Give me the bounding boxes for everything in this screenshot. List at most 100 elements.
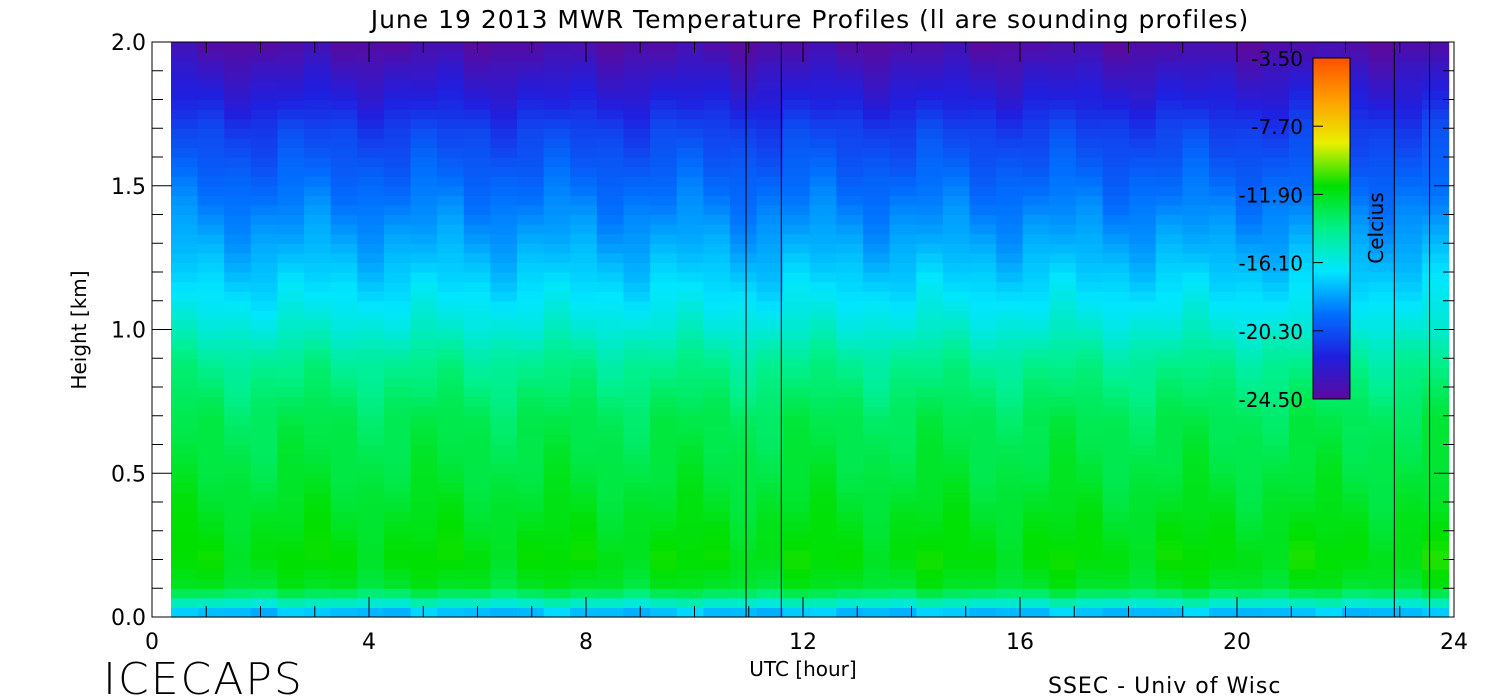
heatmap-cell — [1395, 185, 1423, 196]
heatmap-cell — [889, 89, 917, 101]
heatmap-cell — [729, 559, 758, 570]
heatmap-cell — [783, 42, 811, 53]
heatmap-cell — [1129, 61, 1157, 72]
heatmap-cell — [1262, 214, 1290, 225]
heatmap-cell — [1155, 319, 1184, 331]
heatmap-cell — [783, 597, 811, 609]
heatmap-cell — [676, 473, 704, 484]
heatmap-cell — [197, 473, 225, 484]
heatmap-cell — [437, 415, 465, 426]
heatmap-cell — [809, 176, 837, 187]
heatmap-cell — [1395, 502, 1423, 513]
heatmap-cell — [197, 521, 225, 532]
heatmap-cell — [756, 492, 784, 503]
heatmap-cell — [1102, 463, 1130, 474]
heatmap-cell — [410, 89, 438, 101]
heatmap-cell — [304, 415, 332, 426]
heatmap-cell — [1315, 473, 1343, 484]
heatmap-cell — [596, 597, 625, 609]
heatmap-cell — [1288, 559, 1317, 570]
heatmap-cell — [517, 176, 545, 187]
heatmap-cell — [756, 166, 784, 177]
heatmap-cell — [1342, 204, 1370, 216]
heatmap-cell — [357, 204, 385, 216]
heatmap-cell — [383, 166, 412, 177]
heatmap-cell — [383, 415, 412, 426]
heatmap-cell — [1155, 80, 1184, 91]
heatmap-cell — [1155, 444, 1184, 455]
heatmap-cell — [224, 358, 252, 369]
heatmap-cell — [1129, 224, 1157, 235]
heatmap-cell — [490, 339, 518, 350]
heatmap-cell — [836, 444, 864, 455]
heatmap-cell — [197, 185, 225, 196]
heatmap-cell — [1288, 607, 1317, 618]
heatmap-cell — [969, 272, 997, 283]
heatmap-cell — [1421, 348, 1450, 359]
heatmap-cell — [1395, 281, 1423, 292]
heatmap-cell — [304, 89, 332, 101]
heatmap-cell — [809, 281, 837, 292]
heatmap-cell — [197, 367, 225, 379]
heatmap-cell — [1022, 588, 1050, 599]
heatmap-cell — [490, 511, 518, 522]
heatmap-cell — [1155, 176, 1184, 187]
heatmap-cell — [357, 157, 385, 168]
heatmap-cell — [1288, 463, 1317, 474]
heatmap-cell — [650, 128, 678, 139]
heatmap-cell — [357, 166, 385, 177]
heatmap-cell — [197, 482, 225, 494]
heatmap-cell — [1209, 367, 1237, 379]
heatmap-cell — [277, 396, 305, 407]
heatmap-cell — [942, 118, 971, 129]
heatmap-cell — [224, 89, 252, 101]
heatmap-cell — [1368, 559, 1396, 570]
heatmap-cell — [916, 99, 944, 110]
heatmap-cell — [1342, 415, 1370, 426]
heatmap-cell — [650, 291, 678, 302]
heatmap-cell — [1155, 492, 1184, 503]
heatmap-cell — [570, 358, 598, 369]
heatmap-cell — [1368, 89, 1396, 101]
heatmap-cell — [863, 185, 891, 196]
heatmap-cell — [809, 425, 837, 436]
heatmap-cell — [969, 569, 997, 580]
heatmap-cell — [783, 607, 811, 618]
heatmap-cell — [916, 578, 944, 589]
heatmap-cell — [916, 387, 944, 398]
heatmap-cell — [170, 358, 199, 369]
heatmap-cell — [517, 578, 545, 589]
heatmap-cell — [916, 492, 944, 503]
heatmap-cell — [1342, 377, 1370, 388]
heatmap-cell — [277, 233, 305, 244]
heatmap-cell — [1049, 310, 1077, 321]
heatmap-cell — [1235, 521, 1263, 532]
heatmap-cell — [1395, 89, 1423, 101]
heatmap-cell — [969, 61, 997, 72]
heatmap-cell — [463, 425, 491, 436]
heatmap-cell — [942, 262, 971, 273]
heatmap-cell — [410, 233, 438, 244]
heatmap-cell — [836, 89, 864, 101]
heatmap-cell — [1288, 396, 1317, 407]
heatmap-cell — [330, 214, 358, 225]
heatmap-cell — [836, 195, 864, 206]
heatmap-cell — [570, 99, 598, 110]
heatmap-cell — [224, 70, 252, 81]
heatmap-cell — [863, 425, 891, 436]
heatmap-cell — [277, 99, 305, 110]
heatmap-cell — [596, 607, 625, 618]
heatmap-cell — [1368, 70, 1396, 81]
heatmap-cell — [756, 540, 784, 551]
heatmap-cell — [916, 51, 944, 62]
heatmap-cell — [756, 310, 784, 321]
heatmap-cell — [437, 454, 465, 465]
heatmap-cell — [703, 578, 731, 589]
heatmap-cell — [809, 549, 837, 561]
heatmap-cell — [170, 521, 199, 532]
heatmap-cell — [1368, 281, 1396, 292]
heatmap-cell — [1182, 310, 1210, 321]
heatmap-cell — [756, 607, 784, 618]
heatmap-cell — [197, 300, 225, 311]
heatmap-cell — [1209, 224, 1237, 235]
